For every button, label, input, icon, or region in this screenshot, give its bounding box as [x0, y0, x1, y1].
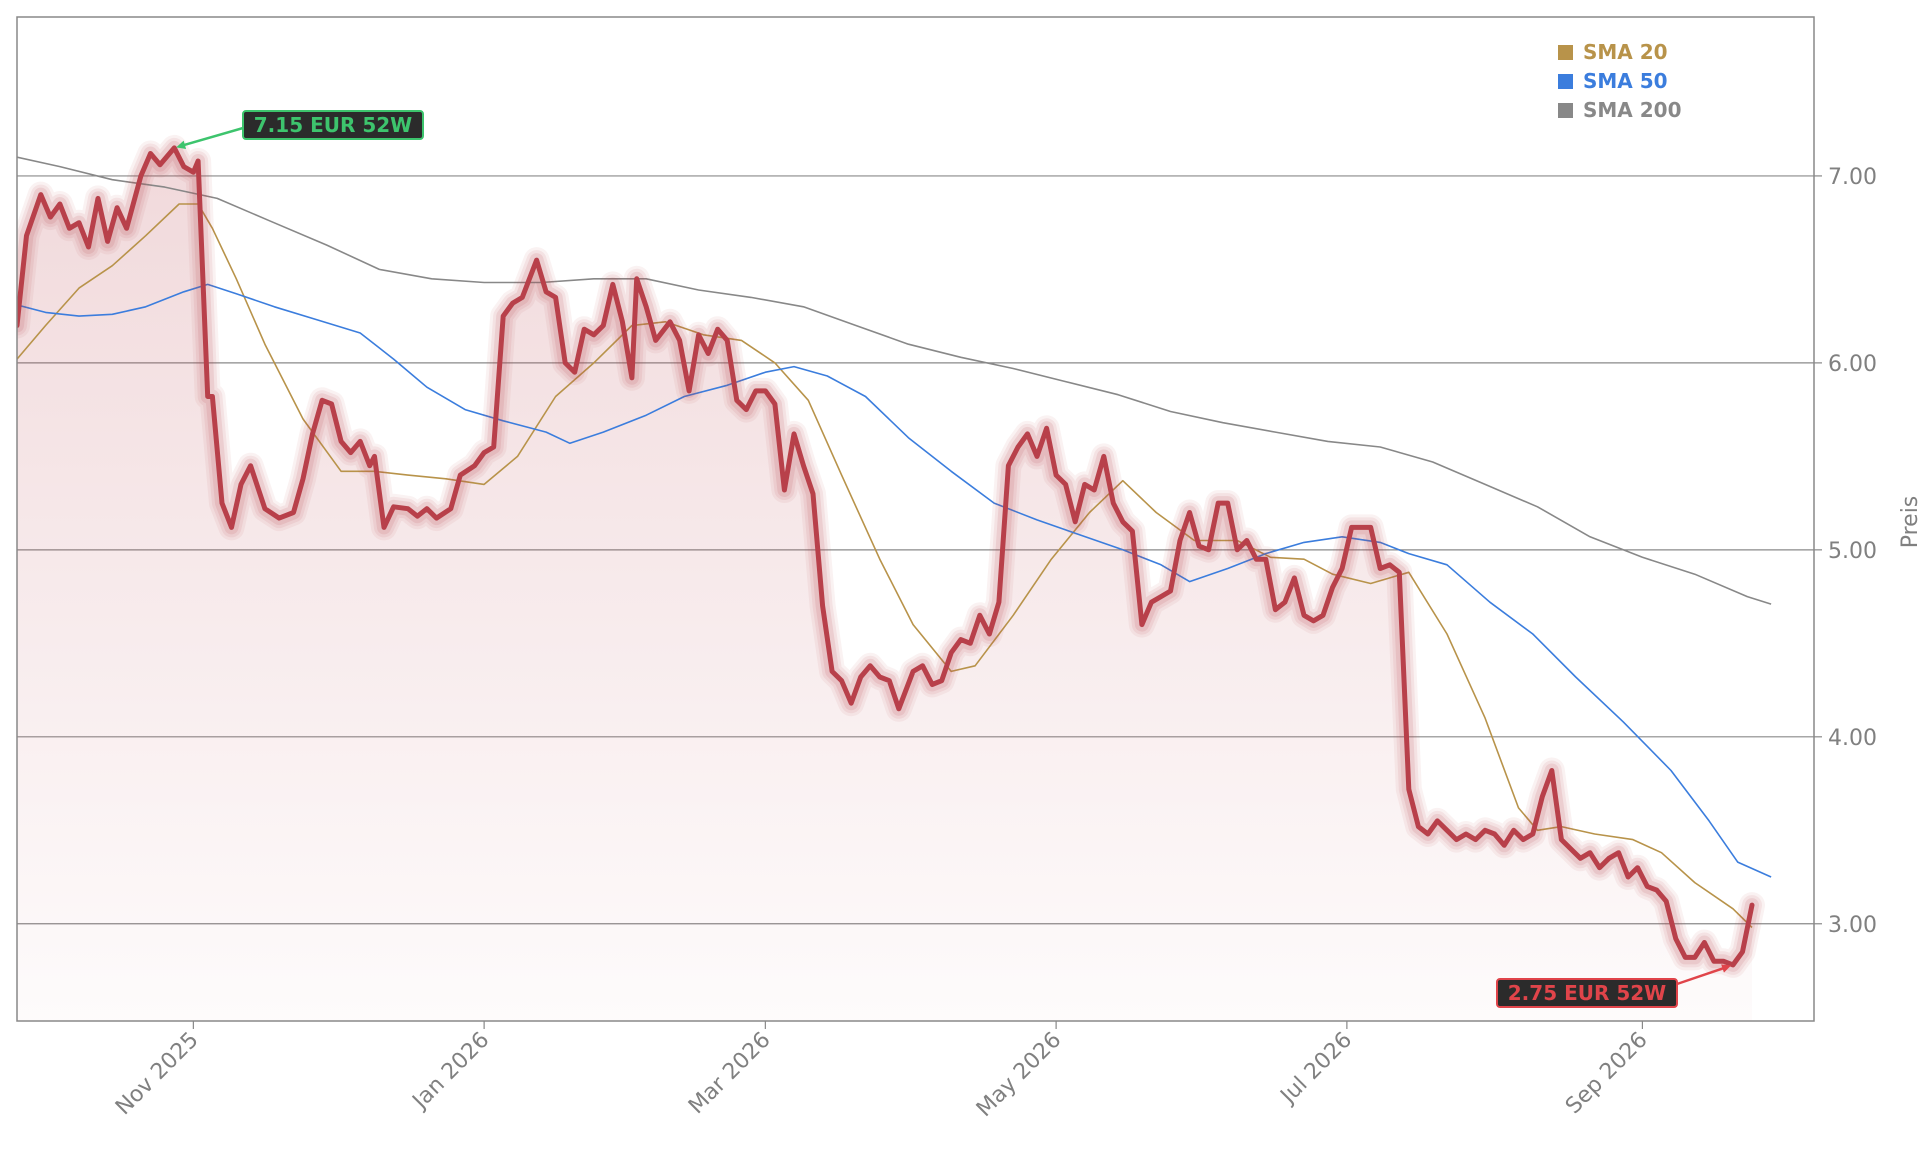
x-axis: Nov 2025 Jan 2026 Mar 2026 May 2026 Jul 2026… — [111, 1021, 1653, 1122]
annotations: 7.15 EUR 52W 2.75 EUR 52W — [176, 110, 1732, 1008]
plot-frame — [16, 16, 1815, 1022]
y-tick-label: 4.00 — [1828, 726, 1877, 751]
annotation-arrow — [183, 126, 244, 147]
x-tick-label: May 2026 — [972, 1028, 1066, 1122]
y-tick-label: 6.00 — [1828, 352, 1877, 377]
y-tick-label: 7.00 — [1828, 165, 1877, 190]
moving-averages — [17, 156, 1772, 929]
annotation-arrowhead — [1721, 964, 1732, 973]
price-line-group — [17, 134, 1765, 978]
annotation-label: 2.75 EUR 52W — [1508, 981, 1666, 1005]
legend-swatch — [1558, 74, 1573, 89]
sma-50-line — [17, 283, 1772, 878]
x-tick-label: Sep 2026 — [1561, 1028, 1653, 1120]
legend-swatch — [1558, 45, 1573, 60]
y-axis-title: Preis — [1898, 496, 1923, 549]
x-tick-label: Jan 2026 — [407, 1028, 495, 1116]
legend-label: SMA 200 — [1583, 98, 1682, 122]
sma-200-line — [17, 156, 1772, 605]
price-area — [17, 147, 1752, 1021]
annotation-box — [242, 110, 424, 140]
y-axis: 3.00 4.00 5.00 6.00 7.00 — [1814, 165, 1877, 938]
annotation-box — [1496, 978, 1678, 1008]
annotation-label: 7.15 EUR 52W — [254, 113, 412, 137]
price-area-fill — [17, 147, 1752, 1021]
y-tick-label: 3.00 — [1828, 913, 1877, 938]
annotation-arrowhead — [176, 140, 187, 149]
x-tick-label: Jul 2026 — [1275, 1028, 1357, 1110]
x-tick-label: Mar 2026 — [684, 1028, 776, 1120]
sma-20-line — [17, 203, 1753, 929]
annotation-arrow — [1676, 966, 1724, 986]
price-line — [17, 145, 1755, 968]
legend-swatch — [1558, 103, 1573, 118]
legend-label: SMA 50 — [1583, 69, 1668, 93]
y-tick-label: 5.00 — [1828, 539, 1877, 564]
x-tick-label: Nov 2025 — [111, 1028, 204, 1121]
legend: SMA 20 SMA 50 SMA 200 — [1558, 40, 1682, 122]
legend-label: SMA 20 — [1583, 40, 1668, 64]
